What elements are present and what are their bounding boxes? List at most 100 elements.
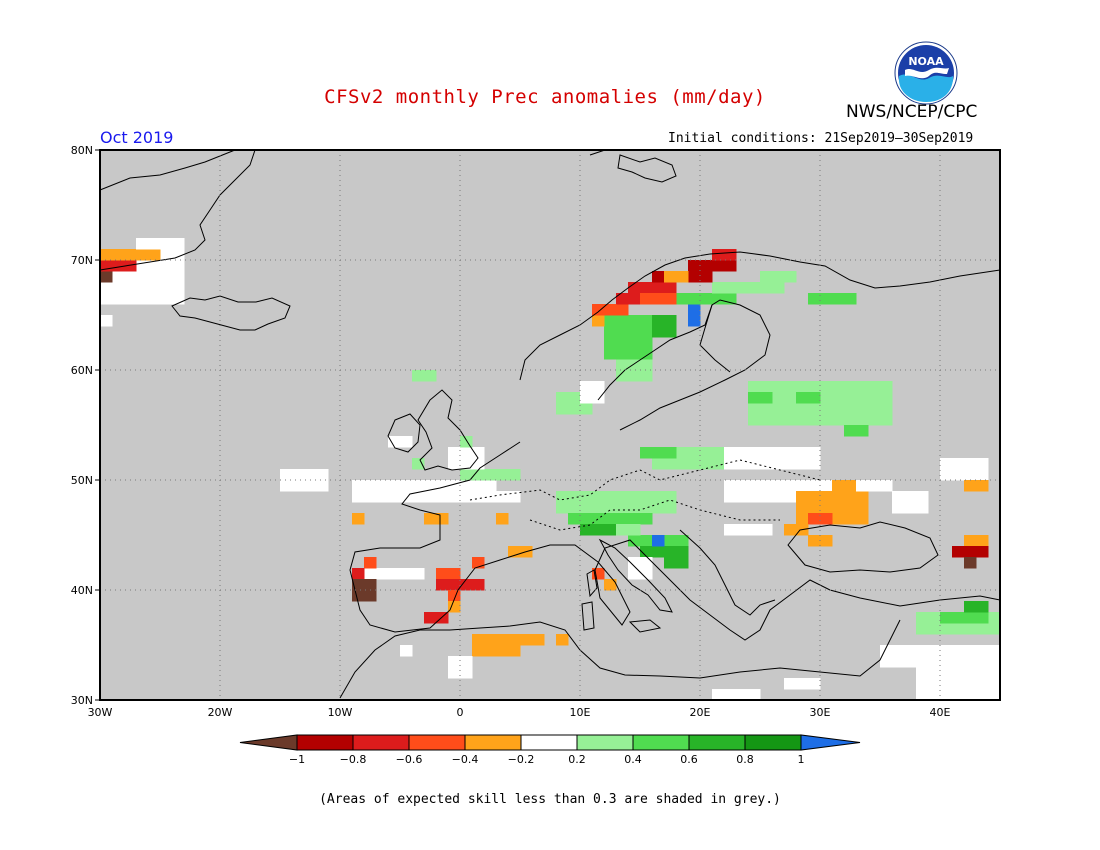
colorbar-arrow-high (800, 734, 861, 751)
anomaly-cell (508, 634, 545, 646)
lat-tick-label: 80N (71, 144, 93, 157)
lon-tick-label: 0 (457, 706, 464, 719)
anomaly-cell (652, 315, 677, 338)
anomaly-cell (100, 271, 113, 283)
anomaly-cell (496, 491, 521, 503)
colorbar-label: 0.2 (568, 753, 586, 766)
lat-tick-label: 40N (71, 584, 93, 597)
anomaly-cell (712, 689, 761, 701)
anomaly-cell (556, 491, 677, 514)
anomaly-cells (100, 238, 1001, 701)
colorbar-label: −0.6 (396, 753, 423, 766)
anomaly-cell (664, 557, 689, 569)
lon-tick-label: 40E (930, 706, 951, 719)
anomaly-cell (940, 458, 989, 481)
anomaly-cell (568, 513, 653, 525)
anomaly-cell (364, 557, 377, 569)
anomaly-cell (436, 579, 485, 591)
lon-tick-label: 10E (570, 706, 591, 719)
map-frame (99, 149, 1001, 701)
lon-tick-label: 20W (208, 706, 233, 719)
anomaly-cell (364, 568, 425, 580)
colorbar-arrow-low (239, 734, 298, 751)
colorbar-label: −0.2 (508, 753, 535, 766)
lon-tick-label: 20E (690, 706, 711, 719)
anomaly-cell (580, 524, 629, 536)
colorbar-swatch (632, 734, 690, 751)
lat-tick-label: 50N (71, 474, 93, 487)
anomaly-cell (448, 447, 485, 470)
anomaly-cell (352, 513, 365, 525)
coastlines (99, 149, 1001, 699)
anomaly-cell (592, 304, 617, 316)
anomaly-cell (412, 370, 437, 382)
anomaly-cell (616, 524, 641, 536)
anomaly-cell (136, 238, 185, 250)
anomaly-cell (784, 524, 809, 536)
anomaly-cell (664, 271, 689, 283)
latitude-axis: 80N 70N 60N 50N 40N 30N (71, 144, 100, 707)
initial-conditions: Initial conditions: 21Sep2019–30Sep2019 (668, 131, 974, 146)
anomaly-cell (712, 249, 737, 261)
anomaly-cell (640, 293, 677, 305)
lat-tick-label: 60N (71, 364, 93, 377)
anomaly-cell (808, 293, 857, 305)
anomaly-cell (280, 469, 329, 492)
colorbar-swatch (408, 734, 466, 751)
anomaly-cell (496, 513, 509, 525)
anomaly-cell (580, 381, 605, 404)
anomaly-cell (964, 601, 989, 613)
anomaly-cell (460, 436, 473, 448)
anomaly-cell (964, 535, 989, 547)
forecast-period: Oct 2019 (100, 128, 174, 147)
anomaly-cell (676, 293, 737, 305)
anomaly-cell (592, 315, 605, 327)
anomaly-cell (436, 568, 461, 580)
anomaly-cell (448, 590, 461, 602)
anomaly-cell (724, 447, 821, 470)
anomaly-cell (688, 304, 701, 327)
colorbar-swatch (464, 734, 522, 751)
anomaly-cell (688, 260, 737, 272)
anomaly-cell (100, 315, 113, 327)
anomaly-cell (616, 293, 653, 305)
anomaly-cell (604, 315, 653, 360)
colorbar-swatch (576, 734, 634, 751)
lat-tick-label: 30N (71, 694, 93, 707)
anomaly-cell (628, 557, 653, 580)
lat-tick-label: 70N (71, 254, 93, 267)
anomaly-cell (856, 480, 893, 492)
anomaly-cell (952, 546, 989, 558)
colorbar-label: 0.8 (736, 753, 754, 766)
anomaly-cell (940, 612, 989, 624)
anomaly-cell (652, 535, 665, 547)
anomaly-cell (472, 557, 485, 569)
noaa-logo: NOAA (894, 41, 958, 105)
anomaly-cell (964, 480, 989, 492)
anomaly-cell (412, 458, 425, 470)
anomaly-cell (964, 557, 977, 569)
colorbar-swatch (688, 734, 746, 751)
colorbar-label: −1 (289, 753, 305, 766)
anomaly-cell (604, 579, 617, 591)
colorbar-label: 1 (798, 753, 805, 766)
agency-label: NWS/NCEP/CPC (846, 102, 978, 122)
anomaly-cell (880, 645, 917, 668)
colorbar-swatch (352, 734, 410, 751)
anomaly-cell (784, 678, 821, 690)
anomaly-cell (592, 568, 605, 580)
colorbar-swatch (296, 734, 354, 751)
graticule (100, 150, 1000, 700)
lon-tick-label: 30E (810, 706, 831, 719)
lon-tick-label: 30W (88, 706, 113, 719)
colorbar-swatch (520, 734, 578, 751)
anomaly-cell (808, 513, 833, 525)
anomaly-cell (736, 282, 785, 294)
anomaly-cell (796, 392, 821, 404)
lon-tick-label: 10W (328, 706, 353, 719)
anomaly-cell (628, 282, 677, 294)
anomaly-cell (748, 392, 773, 404)
anomaly-cell (400, 645, 413, 657)
anomaly-cell (640, 447, 677, 459)
